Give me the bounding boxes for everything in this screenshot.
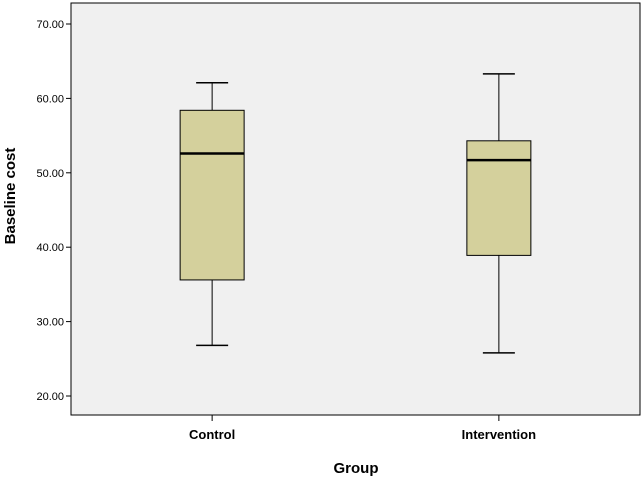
x-category-label-intervention: Intervention bbox=[462, 427, 536, 442]
y-tick-label: 40.00 bbox=[36, 242, 64, 254]
iqr-box bbox=[466, 140, 532, 256]
y-tick-label: 60.00 bbox=[36, 93, 64, 105]
box-intervention bbox=[466, 73, 532, 354]
x-axis: Control Intervention bbox=[189, 415, 536, 442]
y-tick-label: 70.00 bbox=[36, 19, 64, 31]
plot-area bbox=[70, 2, 641, 416]
y-tick-label: 50.00 bbox=[36, 168, 64, 180]
boxes bbox=[179, 73, 532, 354]
y-tick-label: 30.00 bbox=[36, 317, 64, 329]
iqr-box bbox=[179, 109, 245, 281]
x-category-label-control: Control bbox=[189, 427, 235, 442]
box-control bbox=[179, 82, 245, 347]
y-axis: 20.00 30.00 40.00 50.00 60.00 70.00 bbox=[36, 19, 71, 403]
y-tick-label: 20.00 bbox=[36, 391, 64, 403]
x-axis-title: Group bbox=[334, 460, 379, 477]
y-axis-title: Baseline cost bbox=[2, 148, 19, 245]
